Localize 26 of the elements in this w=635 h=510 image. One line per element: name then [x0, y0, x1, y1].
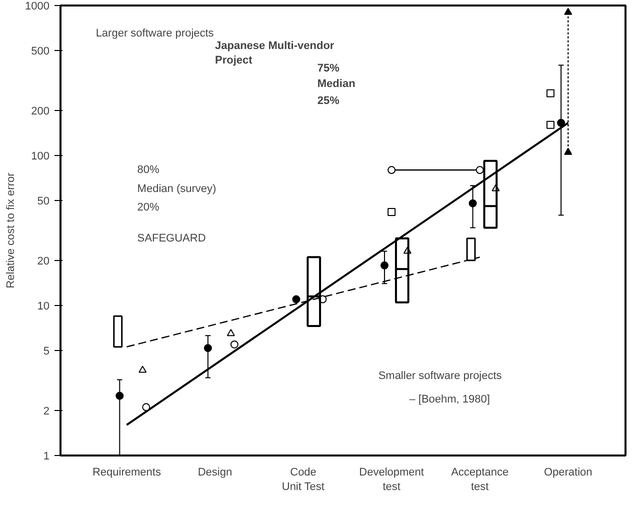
annotation: Median (survey)	[137, 182, 216, 195]
x-tick-label: Code Unit Test	[282, 466, 324, 493]
y-tick-label: 20	[37, 255, 50, 268]
y-tick-label: 100	[31, 150, 50, 162]
x-tick-label: Acceptance test	[451, 466, 509, 493]
x-tick-label: Operation	[544, 466, 592, 478]
y-tick-label: 50	[37, 196, 50, 208]
y-tick-label: 500	[31, 46, 50, 58]
y-tick-label: 2	[43, 405, 50, 418]
y-tick-label: 1000	[25, 0, 50, 12]
annotation: – [Boehm, 1980]	[409, 393, 490, 406]
annotation: 25%	[317, 95, 340, 108]
annotation: 20%	[137, 202, 160, 214]
y-tick-label: 10	[37, 300, 50, 312]
annotation: Larger software projects	[96, 28, 214, 40]
x-tick-label: Design	[198, 466, 232, 478]
annotation: SAFEGUARD	[137, 232, 206, 244]
annotation: 80%	[137, 164, 160, 176]
y-tick-label: 5	[43, 346, 50, 358]
annotation: Median	[317, 78, 356, 90]
x-tick-label: Development test	[359, 466, 424, 493]
x-tick-label: Requirements	[92, 466, 162, 478]
y-tick-label: 1	[43, 450, 50, 462]
y-axis-title: Relative cost to fix error	[5, 172, 18, 288]
annotation: Smaller software projects	[378, 370, 502, 382]
y-tick-label: 200	[31, 105, 50, 118]
